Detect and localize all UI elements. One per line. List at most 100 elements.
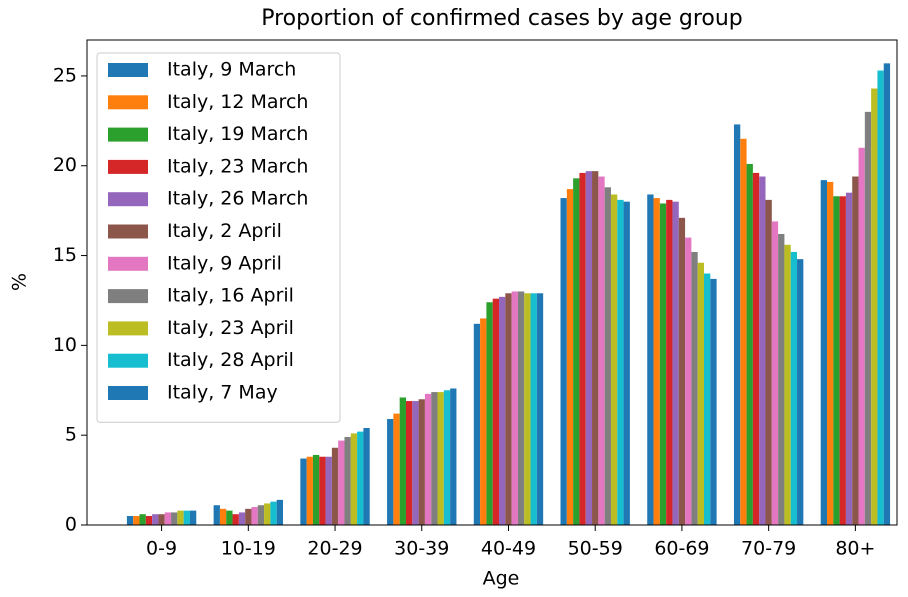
bar [325, 456, 332, 525]
y-tick-label: 10 [53, 334, 77, 356]
bar [524, 293, 531, 525]
bar [530, 293, 537, 525]
bar [659, 203, 667, 526]
bar [473, 323, 481, 525]
bar [264, 503, 271, 525]
legend-swatch [108, 321, 148, 336]
x-tick-label: 80+ [835, 538, 875, 560]
bar [704, 273, 711, 525]
bar [685, 237, 692, 525]
bar [450, 388, 457, 525]
legend-label: Italy, 9 March [167, 59, 296, 81]
bar [833, 196, 840, 525]
bar [145, 516, 153, 525]
bar [653, 198, 660, 525]
bar [486, 302, 493, 525]
bar [183, 510, 190, 525]
bar [251, 507, 258, 525]
bar [733, 124, 741, 525]
y-tick-label: 15 [53, 244, 77, 266]
bar [752, 172, 760, 526]
y-tick-label: 20 [53, 154, 77, 176]
bar [765, 199, 772, 526]
bar [573, 178, 580, 525]
bar [647, 194, 654, 525]
bar [598, 176, 605, 525]
bar [560, 198, 567, 525]
bar [871, 88, 878, 525]
bar [393, 413, 400, 525]
bar [357, 431, 364, 525]
bar [579, 172, 586, 526]
bar [164, 512, 172, 525]
bar [424, 393, 432, 525]
legend-swatch [108, 159, 148, 174]
x-tick-label: 10-19 [221, 538, 276, 560]
legend-swatch [108, 63, 148, 77]
legend-box [96, 52, 341, 423]
bar [839, 196, 846, 525]
x-tick-label: 50-59 [568, 538, 623, 560]
bar [312, 454, 320, 525]
bar [480, 318, 487, 525]
bar [387, 419, 394, 525]
bar [276, 499, 283, 525]
bar [306, 456, 313, 525]
bar [784, 244, 791, 525]
bar [331, 447, 339, 525]
y-tick-label: 25 [53, 64, 77, 86]
legend-label: Italy, 23 March [167, 155, 308, 177]
bar [232, 514, 239, 525]
bar [771, 221, 779, 526]
bar [350, 433, 358, 525]
bar [152, 514, 159, 525]
x-tick-label: 30-39 [394, 538, 449, 560]
bar [177, 510, 184, 525]
bar [623, 201, 630, 525]
bar [492, 298, 500, 525]
bar [405, 401, 413, 525]
legend-swatch [108, 95, 148, 110]
bar [189, 510, 197, 525]
bar [778, 234, 785, 525]
bar [226, 510, 233, 525]
legend-label: Italy, 9 April [167, 252, 282, 274]
x-axis-label: Age [483, 568, 520, 590]
bar [536, 293, 544, 525]
bar [710, 278, 717, 525]
legend-label: Italy, 12 March [167, 91, 308, 113]
bar [171, 512, 178, 525]
chart-title: Proportion of confirmed cases by age gro… [261, 6, 743, 31]
legend-label: Italy, 19 March [167, 123, 308, 145]
bar [437, 392, 444, 525]
bar [610, 194, 618, 525]
bar [319, 456, 326, 525]
bar [566, 189, 574, 525]
bar [592, 171, 599, 525]
bar [238, 512, 246, 525]
legend-swatch [108, 289, 148, 304]
bar [858, 147, 865, 525]
bar [617, 199, 624, 526]
legend-label: Italy, 2 April [167, 220, 282, 242]
legend-swatch [108, 386, 148, 400]
x-tick-label: 40-49 [481, 538, 536, 560]
bar [505, 293, 512, 525]
bar [746, 163, 753, 525]
bar [213, 505, 220, 525]
bar [338, 440, 345, 525]
y-tick-label: 0 [65, 514, 77, 536]
bar [158, 514, 165, 525]
legend-swatch [108, 127, 148, 142]
legend-label: Italy, 23 April [167, 317, 294, 339]
legend-swatch [108, 224, 148, 239]
bar [759, 176, 766, 525]
x-tick-label: 70-79 [741, 538, 796, 560]
bar [678, 217, 686, 526]
y-axis-label: % [9, 273, 31, 291]
bar [691, 251, 698, 526]
bar [300, 458, 307, 525]
legend-label: Italy, 16 April [167, 285, 294, 307]
bar [517, 291, 525, 525]
